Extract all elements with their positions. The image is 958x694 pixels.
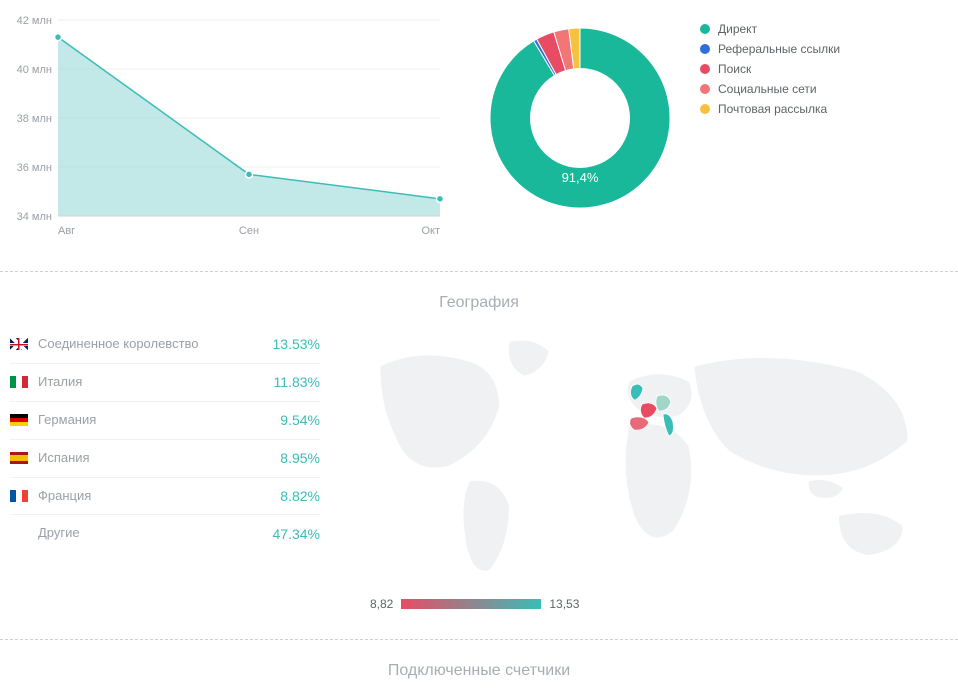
legend-dot-icon bbox=[700, 84, 710, 94]
geo-list-item: Испания8.95% bbox=[10, 440, 320, 478]
geo-list-item: Германия9.54% bbox=[10, 402, 320, 440]
geo-country-pct: 13.53% bbox=[250, 336, 320, 352]
flag-it-icon bbox=[10, 376, 28, 388]
legend-label: Поиск bbox=[718, 62, 751, 76]
legend-label: Реферальные ссылки bbox=[718, 42, 840, 56]
legend-dot-icon bbox=[700, 104, 710, 114]
legend-item: Директ bbox=[700, 22, 840, 36]
geo-country-pct: 11.83% bbox=[250, 374, 320, 390]
flag-fr-icon bbox=[10, 490, 28, 502]
donut-legend: Директ Реферальные ссылки Поиск Социальные … bbox=[700, 18, 840, 122]
legend-label: Директ bbox=[718, 22, 757, 36]
geo-country-label: Другие bbox=[38, 525, 250, 542]
legend-dot-icon bbox=[700, 64, 710, 74]
top-charts-row: 34 млн36 млн38 млн40 млн42 млнАвгСенОкт … bbox=[0, 0, 958, 263]
geo-country-label: Италия bbox=[38, 374, 250, 391]
geo-list-item: Италия11.83% bbox=[10, 364, 320, 402]
geo-section-title: География bbox=[0, 280, 958, 326]
gradient-min-label: 8,82 bbox=[370, 597, 393, 611]
donut-svg: 91,4% bbox=[480, 18, 680, 218]
svg-text:Авг: Авг bbox=[58, 225, 75, 237]
geo-country-pct: 9.54% bbox=[250, 412, 320, 428]
svg-text:Окт: Окт bbox=[421, 225, 440, 237]
legend-dot-icon bbox=[700, 24, 710, 34]
geo-list-item: Франция8.82% bbox=[10, 478, 320, 516]
legend-dot-icon bbox=[700, 44, 710, 54]
svg-text:40 млн: 40 млн bbox=[17, 64, 52, 76]
svg-text:Сен: Сен bbox=[239, 225, 259, 237]
flag-de-icon bbox=[10, 414, 28, 426]
geo-map: 8,82 13,53 bbox=[350, 326, 948, 611]
sources-donut-chart: 91,4% Директ Реферальные ссылки Поиск Социа… bbox=[480, 10, 948, 243]
geo-country-list: Соединенное королевство13.53%Италия11.83… bbox=[10, 326, 320, 611]
gradient-max-label: 13,53 bbox=[549, 597, 579, 611]
legend-label: Почтовая рассылка bbox=[718, 102, 827, 116]
flag-empty-icon bbox=[10, 528, 28, 540]
divider bbox=[0, 639, 958, 640]
line-chart-svg: 34 млн 36 млн 38 млн 40 млн 42 млн Авг Сен Окт bbox=[10, 10, 450, 240]
svg-text:91,4%: 91,4% bbox=[562, 170, 599, 185]
geo-country-pct: 47.34% bbox=[250, 526, 320, 542]
divider bbox=[0, 271, 958, 272]
world-map-svg bbox=[350, 326, 948, 586]
legend-item: Поиск bbox=[700, 62, 840, 76]
legend-item: Социальные сети bbox=[700, 82, 840, 96]
geo-row: Соединенное королевство13.53%Италия11.83… bbox=[0, 326, 958, 631]
geo-list-item: Соединенное королевство13.53% bbox=[10, 326, 320, 364]
svg-text:36 млн: 36 млн bbox=[17, 162, 52, 174]
geo-country-label: Франция bbox=[38, 488, 250, 505]
svg-text:34 млн: 34 млн bbox=[17, 211, 52, 223]
svg-text:38 млн: 38 млн bbox=[17, 113, 52, 125]
geo-country-pct: 8.95% bbox=[250, 450, 320, 466]
legend-item: Почтовая рассылка bbox=[700, 102, 840, 116]
traffic-line-chart: 34 млн 36 млн 38 млн 40 млн 42 млн Авг Сен Окт bbox=[10, 10, 450, 243]
map-gradient-legend: 8,82 13,53 bbox=[350, 597, 948, 611]
geo-country-pct: 8.82% bbox=[250, 488, 320, 504]
geo-country-label: Германия bbox=[38, 412, 250, 429]
geo-country-label: Соединенное королевство bbox=[38, 336, 250, 353]
legend-item: Реферальные ссылки bbox=[700, 42, 840, 56]
geo-country-label: Испания bbox=[38, 450, 250, 467]
geo-list-item: Другие47.34% bbox=[10, 515, 320, 552]
svg-text:42 млн: 42 млн bbox=[17, 15, 52, 27]
counters-section-title: Подключенные счетчики bbox=[0, 648, 958, 694]
flag-uk-icon bbox=[10, 338, 28, 350]
gradient-bar bbox=[401, 599, 541, 609]
legend-label: Социальные сети bbox=[718, 82, 817, 96]
flag-es-icon bbox=[10, 452, 28, 464]
